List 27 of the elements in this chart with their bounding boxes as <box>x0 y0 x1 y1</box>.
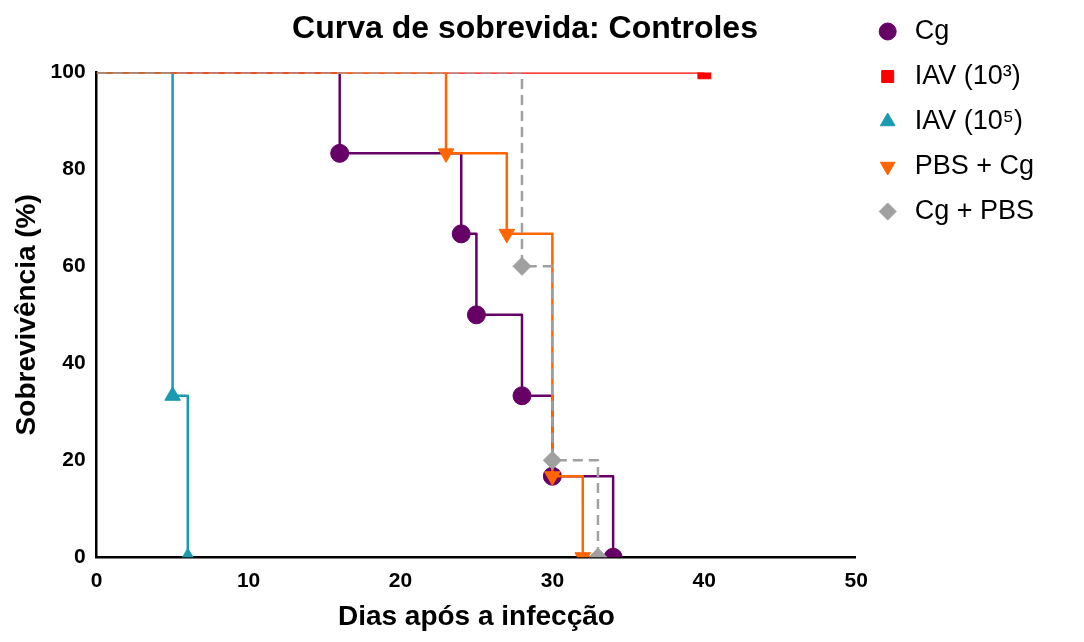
point <box>512 386 532 406</box>
x-tick-label: 10 <box>236 567 261 591</box>
y-axis-title: Sobrevivência (%) <box>9 194 41 436</box>
x-tick-label: 0 <box>90 567 103 591</box>
legend-label: IAV (10³) <box>914 59 1021 90</box>
y-tick-label: 40 <box>62 350 86 374</box>
legend-label: IAV (10⁵) <box>914 104 1023 135</box>
y-tick-label: 0 <box>73 544 86 567</box>
y-tick-label: 80 <box>62 156 86 180</box>
point <box>498 228 516 244</box>
x-tick-label: 50 <box>844 567 868 591</box>
legend-label: Cg + PBS <box>914 194 1034 225</box>
point <box>512 256 532 276</box>
y-tick-label: 100 <box>50 59 86 83</box>
point <box>451 224 471 244</box>
point <box>437 148 455 163</box>
x-tick-label: 30 <box>540 567 565 591</box>
y-tick-label: 60 <box>62 253 86 277</box>
legend-label: Cg <box>914 14 950 45</box>
x-tick-label: 40 <box>692 567 716 591</box>
legend-label: PBS + Cg <box>914 149 1034 180</box>
x-axis-title: Dias após a infecção <box>337 599 615 631</box>
point <box>542 450 562 470</box>
x-tick-label: 20 <box>388 567 413 591</box>
y-tick-label: 20 <box>62 447 86 471</box>
chart-title: Curva de sobrevida: Controles <box>292 9 758 46</box>
point <box>466 305 486 325</box>
